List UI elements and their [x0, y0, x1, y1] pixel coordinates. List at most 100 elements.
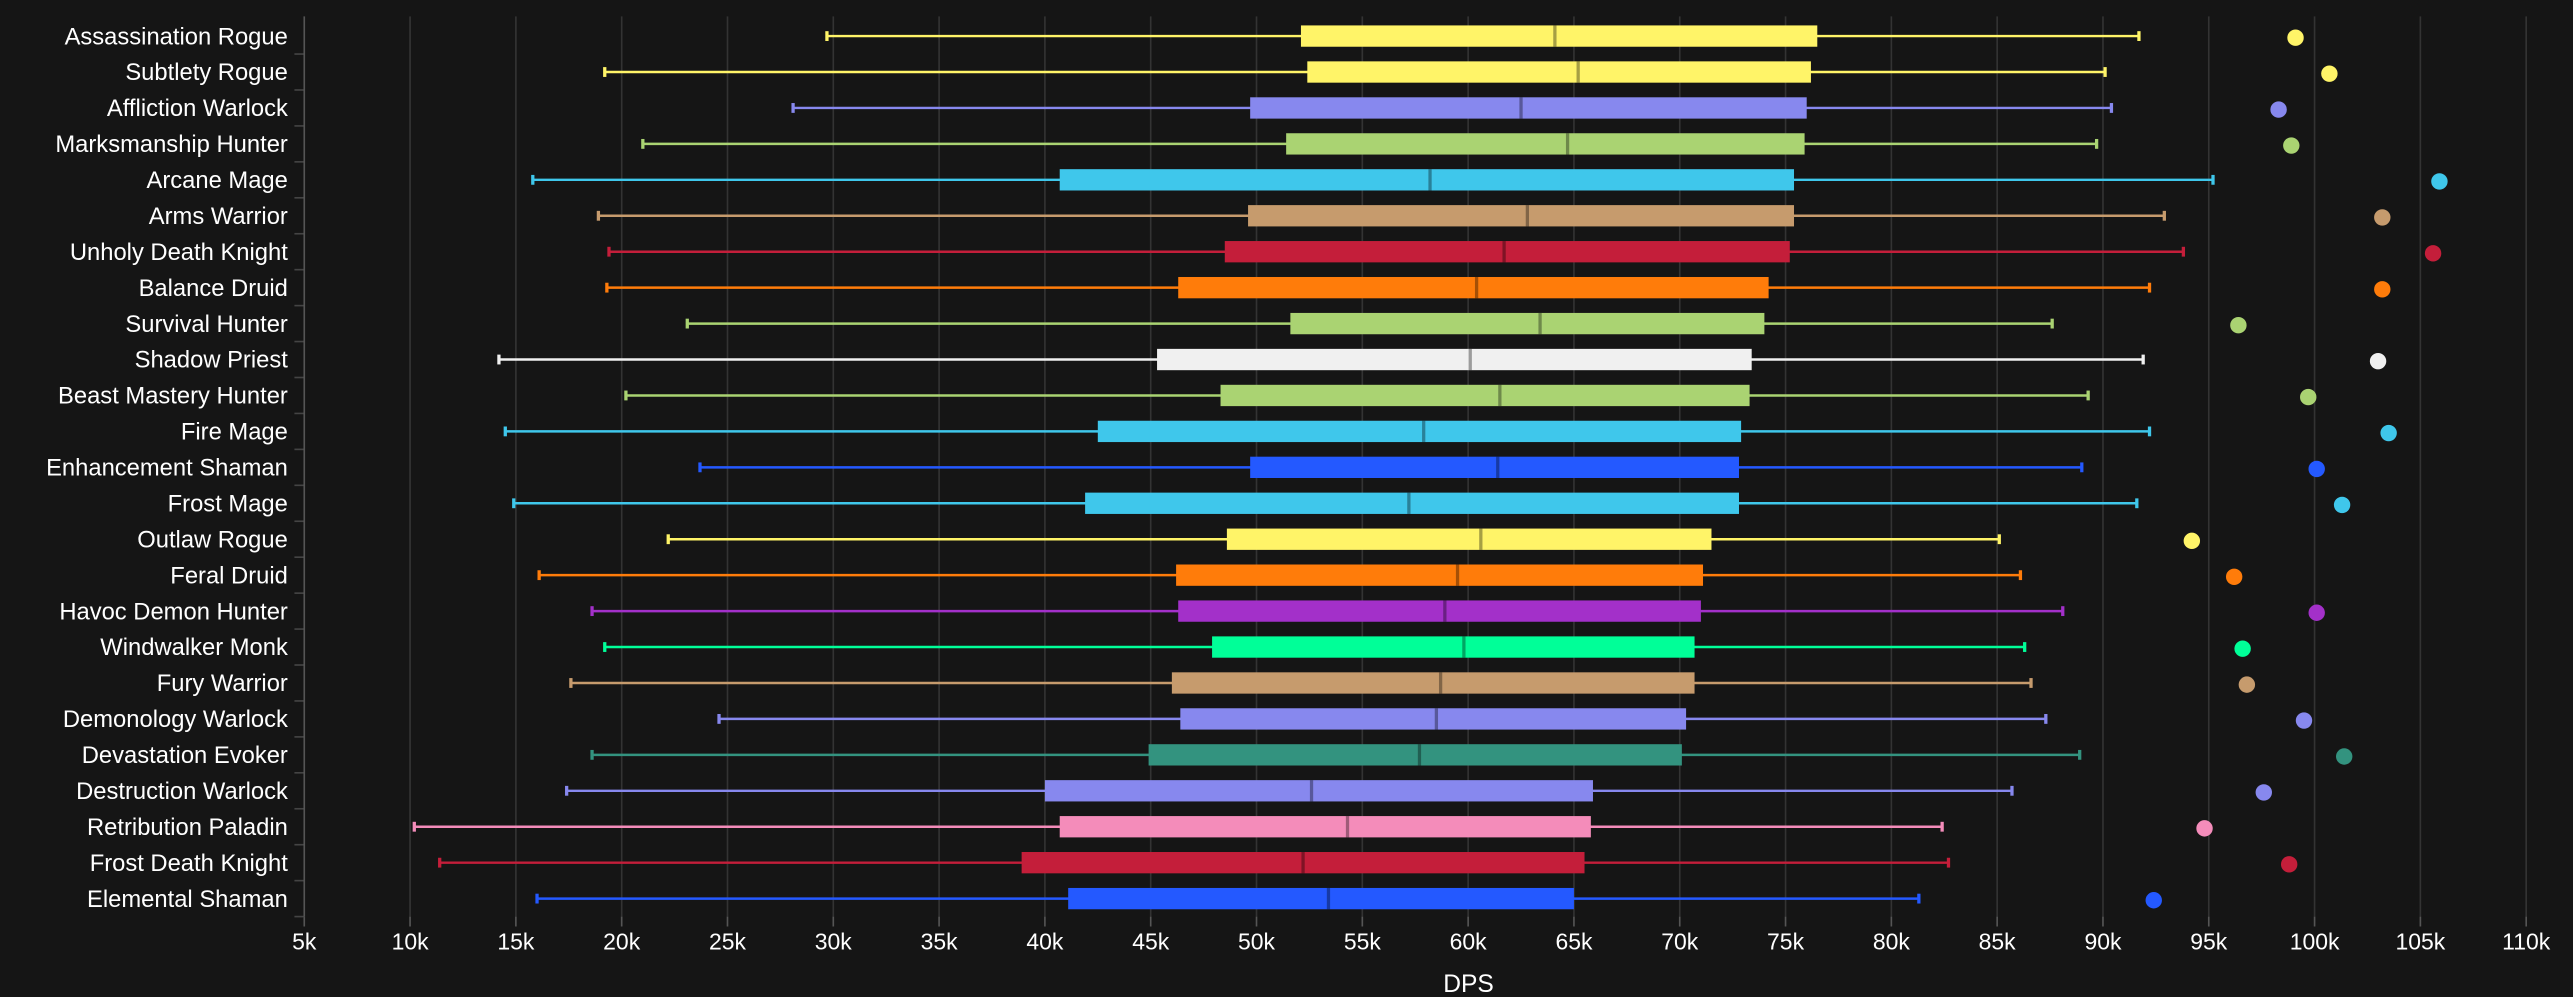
y-axis-label: Demonology Warlock: [63, 706, 288, 733]
y-axis-label: Retribution Paladin: [87, 814, 288, 841]
y-axis-label: Enhancement Shaman: [46, 455, 288, 482]
box-row: [294, 384, 2317, 415]
iqr-box: [1290, 312, 1765, 335]
iqr-box: [1220, 384, 1750, 407]
max-point: [2230, 317, 2247, 334]
x-tick-label: 95k: [2190, 928, 2228, 954]
iqr-box: [1157, 348, 1752, 371]
max-point: [2280, 856, 2298, 873]
x-tick-label: 20k: [603, 928, 641, 954]
y-axis-label: Arcane Mage: [147, 167, 288, 194]
x-tick-label: 25k: [709, 928, 747, 954]
x-tick-label: 100k: [2290, 928, 2340, 954]
x-tick-label: 15k: [497, 928, 535, 954]
box-rows: [294, 25, 2448, 918]
iqr-box: [1178, 600, 1701, 622]
max-point: [2270, 101, 2287, 118]
max-point: [2287, 29, 2304, 46]
iqr-box: [1059, 816, 1591, 838]
x-tick-label: 80k: [1873, 928, 1911, 954]
box-row: [294, 205, 2391, 235]
iqr-box: [1224, 241, 1790, 263]
iqr-box: [1178, 276, 1769, 299]
max-point: [2183, 532, 2201, 550]
y-axis-label: Unholy Death Knight: [70, 239, 288, 266]
iqr-box: [1226, 528, 1712, 550]
max-point: [2295, 712, 2313, 729]
box-row: [294, 312, 2247, 343]
x-tick-label: 85k: [1979, 928, 2017, 954]
x-tick-label: 60k: [1450, 928, 1488, 954]
iqr-box: [1021, 852, 1585, 874]
y-axis-label: Assassination Rogue: [65, 23, 288, 50]
x-tick-label: 55k: [1344, 928, 1382, 954]
x-tick-label: 75k: [1767, 928, 1805, 954]
box-row: [294, 276, 2391, 307]
iqr-box: [1148, 744, 1682, 766]
iqr-box: [1212, 636, 1695, 658]
y-axis-label: Devastation Evoker: [82, 742, 288, 769]
max-point: [2283, 137, 2300, 154]
iqr-box: [1286, 133, 1805, 155]
iqr-box: [1250, 97, 1807, 119]
x-axis-title: DPS: [1443, 971, 1494, 997]
iqr-box: [1097, 420, 1742, 443]
y-axis-label: Outlaw Rogue: [137, 526, 288, 553]
max-point: [2380, 424, 2397, 442]
iqr-box: [1180, 708, 1687, 730]
max-point: [2238, 676, 2256, 693]
x-tick-label: 40k: [1026, 928, 1064, 954]
x-tick-label: 110k: [2502, 928, 2551, 954]
box-row: [294, 169, 2448, 199]
y-axis-label: Fury Warrior: [157, 670, 288, 697]
y-axis-labels: Assassination Rogue Subtlety Rogue Afflict…: [46, 23, 288, 913]
y-axis-label: Arms Warrior: [149, 203, 288, 230]
iqr-box: [1300, 25, 1818, 47]
box-row: [294, 492, 2351, 523]
x-axis-labels: 5k 10k 15k 20k 25k 30k 35k 40k 45k 50k 55k 60k 65k 70…: [292, 928, 2551, 954]
box-row: [294, 61, 2338, 91]
y-axis-label: Balance Druid: [139, 275, 288, 302]
max-point: [2321, 65, 2338, 82]
box-row: [294, 780, 2272, 810]
max-point: [2255, 784, 2272, 801]
y-axis-label: Frost Mage: [168, 490, 288, 517]
box-row: [294, 133, 2300, 163]
box-row: [294, 887, 2162, 918]
iqr-box: [1085, 492, 1739, 514]
y-axis-label: Survival Hunter: [125, 311, 288, 338]
box-row: [294, 420, 2397, 451]
iqr-box: [1250, 456, 1739, 479]
max-point: [2431, 173, 2448, 190]
max-point: [2333, 496, 2351, 514]
iqr-box: [1176, 564, 1704, 586]
iqr-box: [1248, 205, 1795, 227]
iqr-box: [1307, 61, 1811, 83]
x-tick-label: 35k: [921, 928, 959, 954]
y-axis-label: Windwalker Monk: [100, 634, 288, 661]
x-tick-label: 10k: [392, 928, 430, 954]
max-point: [2308, 460, 2325, 478]
y-axis-label: Fire Mage: [181, 419, 288, 446]
max-point: [2300, 388, 2317, 406]
box-row: [294, 348, 2387, 379]
y-axis-label: Frost Death Knight: [90, 850, 289, 877]
iqr-box: [1059, 169, 1795, 191]
max-point: [2336, 748, 2353, 765]
y-axis-label: Havoc Demon Hunter: [59, 598, 288, 625]
iqr-box: [1068, 887, 1574, 910]
y-axis-label: Marksmanship Hunter: [55, 131, 288, 158]
box-row: [294, 528, 2201, 559]
iqr-box: [1171, 672, 1695, 694]
y-axis-label: Subtlety Rogue: [125, 59, 288, 86]
x-tick-label: 65k: [1555, 928, 1593, 954]
max-point: [2424, 245, 2442, 262]
x-tick-label: 70k: [1661, 928, 1699, 954]
box-row: [294, 708, 2313, 738]
y-axis-label: Shadow Priest: [135, 347, 289, 374]
box-row: [294, 25, 2304, 55]
x-tick-label: 105k: [2396, 928, 2446, 954]
box-row: [294, 241, 2442, 271]
box-row: [294, 816, 2213, 846]
